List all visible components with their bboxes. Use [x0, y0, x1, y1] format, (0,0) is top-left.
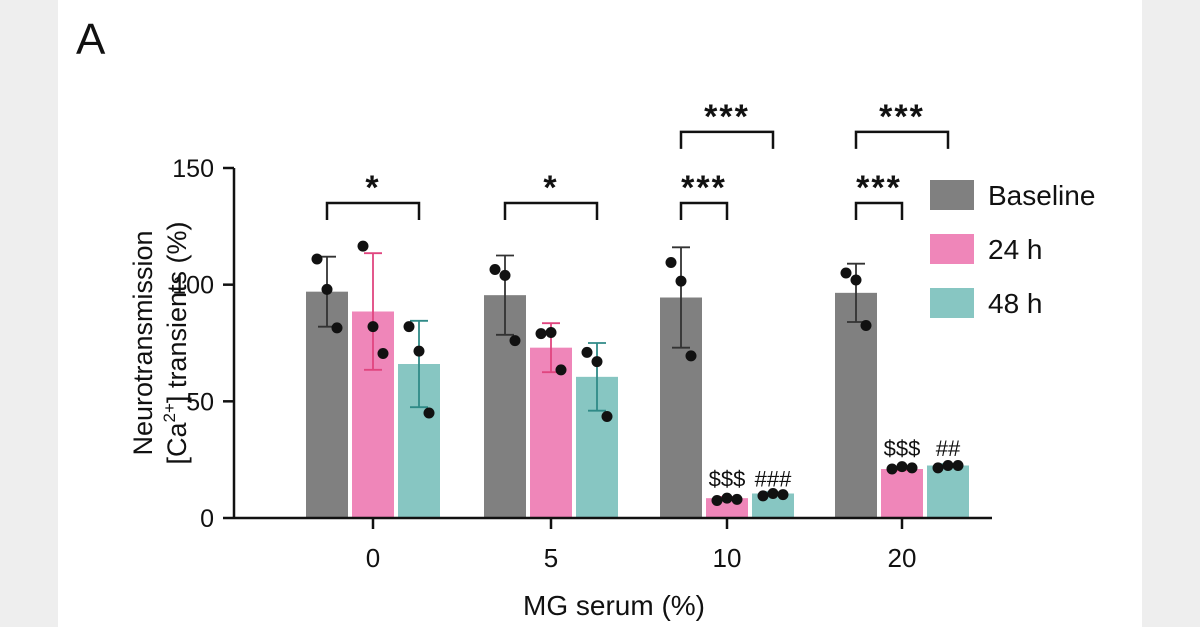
data-point [591, 356, 603, 368]
y-axis-label-line2: [Ca2+] transients (%) [160, 222, 192, 465]
significance-bracket [854, 130, 950, 149]
data-point [489, 264, 501, 275]
data-point [665, 257, 677, 268]
y-tick-label: 150 [172, 155, 214, 183]
legend-swatch [930, 234, 974, 264]
data-point [535, 328, 547, 340]
x-axis-label: MG serum (%) [523, 590, 705, 621]
legend-swatch [930, 288, 974, 318]
significance-label: *** [879, 98, 925, 136]
data-point [886, 463, 898, 475]
y-tick-label: 50 [186, 388, 214, 416]
data-point [331, 322, 343, 334]
bars-layer [306, 291, 969, 518]
panel-label: A [76, 15, 106, 64]
data-point [357, 240, 369, 252]
legend-label: 24 h [988, 234, 1043, 265]
data-point [840, 267, 852, 279]
bar-annotation: ## [936, 436, 961, 461]
data-point [932, 462, 944, 474]
bar [881, 469, 923, 518]
significance-label: *** [681, 169, 727, 207]
data-point [311, 253, 323, 265]
legend-swatch [930, 180, 974, 210]
significance-label: * [365, 169, 380, 207]
data-point [721, 492, 733, 504]
ticks-layer: 0 50 100 150 0 5 10 20 [172, 155, 916, 573]
data-point [952, 460, 964, 471]
data-point [685, 350, 697, 362]
bar [530, 347, 572, 518]
data-point [555, 364, 567, 376]
y-axis-label: Neurotransmission [Ca2+] transients (%) [128, 222, 192, 465]
data-point [601, 411, 613, 422]
data-point [942, 460, 954, 471]
x-tick-label: 20 [888, 543, 917, 573]
axes-layer [232, 168, 992, 520]
data-point [581, 346, 593, 358]
data-point [423, 407, 435, 419]
significance-label: *** [704, 98, 750, 136]
data-point [675, 275, 687, 287]
significance-bracket [854, 201, 904, 220]
significance-bracket [679, 201, 729, 220]
significance-bracket [325, 201, 421, 220]
y-tick-label: 100 [172, 272, 214, 300]
y-label-pre: [Ca [162, 421, 192, 464]
bar [835, 292, 877, 518]
bar-annotation: $$$ [884, 436, 921, 461]
data-point [321, 283, 333, 295]
legend: Baseline 24 h 48 h [930, 180, 1095, 319]
bar [927, 465, 969, 518]
data-point [367, 321, 379, 333]
data-point [850, 274, 862, 286]
data-point [403, 321, 415, 333]
significance-bracket [679, 130, 775, 149]
significance-layer: * * ************$$$ ###$$$ ## [325, 98, 961, 492]
data-point [731, 493, 743, 505]
y-axis-label-line1: Neurotransmission [128, 230, 158, 455]
data-point [757, 490, 769, 502]
data-point [545, 327, 557, 338]
y-tick-label: 0 [200, 505, 214, 533]
significance-label: * [543, 169, 558, 207]
data-point [777, 489, 789, 501]
data-point [413, 345, 425, 357]
y-label-post: ] transients (%) [162, 222, 192, 404]
figure-panel: A 0 50 100 150 0 5 10 20 * * *** *** *** *** $$$ ### $$… [58, 0, 1142, 627]
bar-annotation: ### [755, 467, 792, 492]
x-tick-label: 5 [544, 543, 558, 573]
data-point [711, 495, 723, 506]
data-point [499, 269, 511, 281]
data-point [377, 348, 389, 359]
significance-label: *** [856, 169, 902, 207]
data-point [509, 335, 521, 347]
data-point [896, 461, 908, 473]
data-point [906, 462, 918, 474]
x-tick-label: 0 [366, 543, 380, 573]
points-layer [311, 240, 964, 506]
y-label-sup: 2+ [160, 403, 179, 422]
legend-label: Baseline [988, 180, 1095, 211]
significance-bracket [503, 201, 599, 220]
x-tick-label: 10 [713, 543, 742, 573]
legend-label: 48 h [988, 288, 1043, 319]
data-point [860, 320, 872, 331]
data-point [767, 488, 779, 499]
bar-annotation: $$$ [709, 467, 746, 492]
